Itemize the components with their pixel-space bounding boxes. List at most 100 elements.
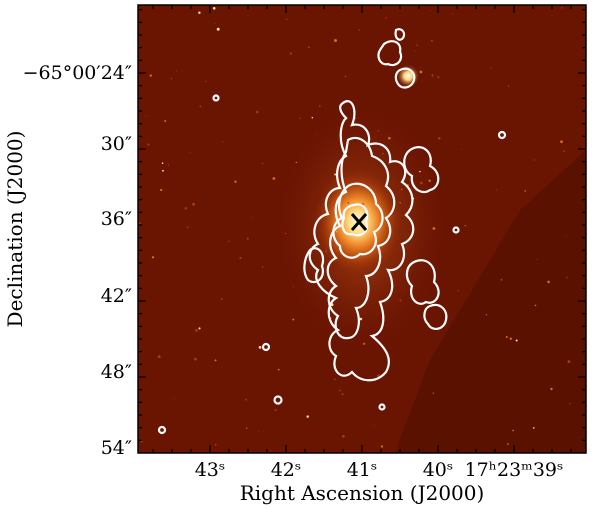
field-star: [186, 226, 189, 229]
field-stars: [139, 6, 571, 451]
field-star: [245, 398, 247, 401]
field-star: [374, 425, 375, 427]
field-star: [286, 18, 288, 20]
contour-source-4: [212, 94, 220, 102]
field-star: [560, 140, 563, 144]
field-star: [400, 188, 403, 191]
field-star: [316, 132, 317, 134]
field-star: [430, 40, 433, 42]
contour-source-2: [273, 395, 283, 405]
field-star: [380, 445, 384, 448]
plot-frame: [137, 4, 587, 454]
field-star: [333, 378, 336, 381]
y-tick-label-36: 36″: [101, 208, 132, 230]
x-tick-label-42: 42ˢ: [271, 459, 302, 481]
field-star: [547, 280, 550, 284]
x-axis-title: Right Ascension (J2000): [240, 481, 485, 505]
field-star: [192, 202, 196, 206]
field-star: [324, 250, 328, 253]
field-star: [307, 46, 310, 49]
field-star: [500, 278, 503, 281]
field-star: [509, 337, 512, 340]
field-star: [512, 429, 514, 432]
field-star: [399, 202, 401, 204]
x-tick-label-39: 17ʰ23ᵐ39ˢ: [465, 459, 564, 481]
field-star: [289, 52, 293, 55]
field-star: [161, 162, 164, 164]
field-star: [222, 141, 224, 143]
field-star: [160, 188, 163, 192]
contour-inner: [332, 182, 384, 259]
field-star: [139, 222, 142, 225]
contour-source-7: [452, 226, 460, 234]
field-star: [437, 76, 440, 79]
field-star: [524, 190, 527, 192]
y-axis-title: Declination (J2000): [3, 131, 27, 328]
field-star: [358, 29, 361, 31]
field-star: [299, 117, 301, 119]
field-star: [151, 256, 155, 259]
contour-star-ring: [394, 67, 416, 89]
field-star: [306, 415, 309, 418]
field-star: [255, 110, 259, 114]
field-star: [495, 189, 497, 191]
field-star: [189, 152, 191, 154]
field-star: [334, 173, 337, 176]
field-star: [285, 233, 287, 235]
field-star: [419, 70, 423, 74]
field-star: [344, 75, 347, 78]
field-star: [419, 181, 423, 185]
contour-left-wing: [303, 247, 325, 284]
field-star: [221, 298, 223, 300]
field-star: [274, 408, 277, 412]
sky-image: [138, 5, 586, 453]
y-tick-label-48: 48″: [101, 361, 132, 383]
contour-right-lobe: [405, 259, 440, 305]
field-star: [147, 143, 150, 146]
field-star: [377, 374, 380, 378]
field-star: [506, 442, 510, 446]
field-star: [262, 266, 264, 268]
field-star: [199, 105, 202, 108]
field-star: [359, 317, 363, 321]
contour-core: [341, 203, 369, 237]
field-star: [157, 355, 161, 359]
field-star: [351, 190, 353, 192]
field-star: [195, 329, 198, 332]
y-tick-label-54: 54″: [101, 437, 132, 459]
field-star: [194, 357, 197, 361]
field-star: [292, 318, 295, 321]
field-star: [403, 69, 406, 72]
radio-contours: [157, 28, 507, 435]
field-star: [452, 12, 454, 15]
contour-source-3: [261, 342, 271, 352]
contour-top-blob: [377, 40, 403, 67]
field-star: [292, 286, 294, 288]
field-star: [536, 258, 538, 260]
field-star: [385, 16, 387, 19]
field-star: [533, 159, 536, 161]
field-star: [257, 431, 259, 433]
field-star: [341, 393, 344, 396]
field-star: [336, 250, 338, 252]
field-star: [561, 7, 563, 9]
field-star: [388, 136, 391, 140]
contour-top-small: [394, 28, 406, 41]
field-star: [431, 74, 434, 77]
field-star: [318, 105, 321, 107]
field-star: [566, 276, 568, 279]
field-star: [173, 397, 175, 399]
contour-source-1: [157, 425, 167, 435]
field-star: [214, 443, 217, 446]
field-star: [438, 137, 441, 140]
field-star: [416, 44, 418, 47]
field-star: [563, 150, 565, 153]
nucleus-marker: [350, 213, 368, 231]
field-star: [295, 161, 297, 163]
field-star: [461, 148, 463, 150]
field-star: [534, 304, 537, 307]
field-star: [567, 360, 571, 364]
field-star: [532, 427, 535, 429]
field-star: [228, 240, 230, 243]
